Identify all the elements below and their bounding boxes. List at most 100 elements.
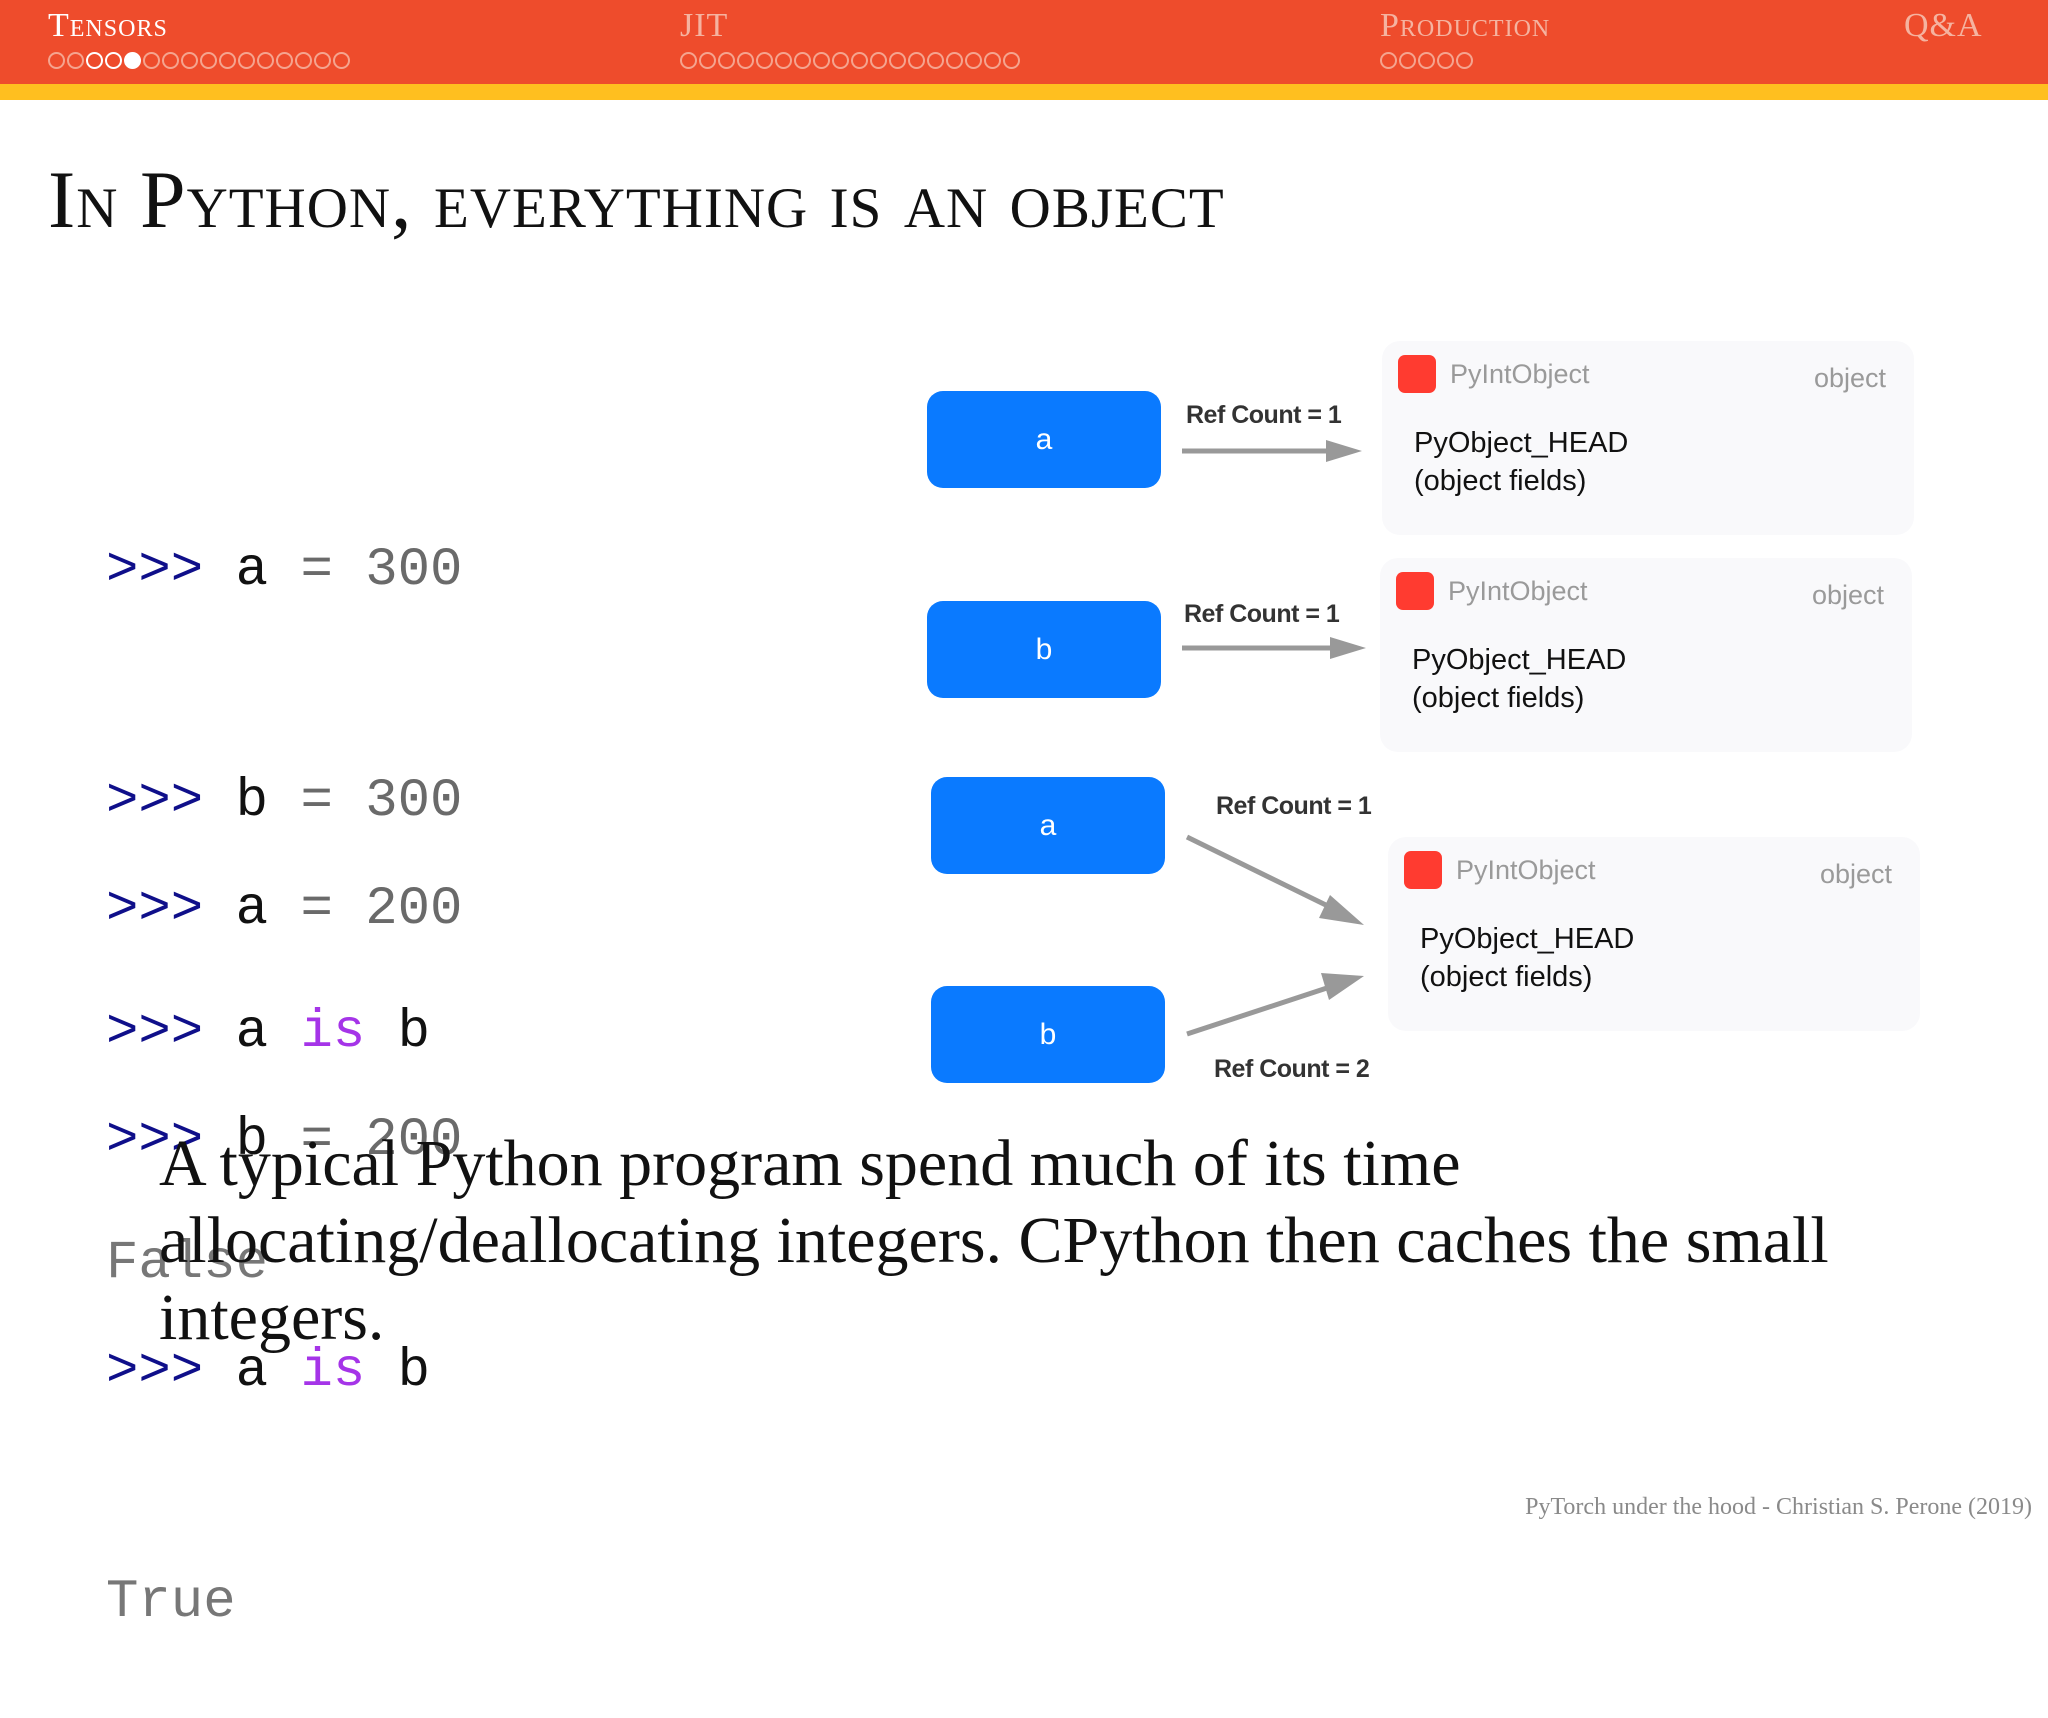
slide-dot[interactable] [67, 52, 84, 69]
slide-dot[interactable] [889, 52, 906, 69]
slide-dot[interactable] [219, 52, 236, 69]
nav-section-production[interactable]: Production [1380, 6, 1550, 69]
slide-dot[interactable] [965, 52, 982, 69]
slide-dot[interactable] [756, 52, 773, 69]
slide-dot[interactable] [984, 52, 1001, 69]
code-identifier: a [235, 879, 269, 940]
object-type-label: PyIntObject [1450, 359, 1590, 389]
slide-footer: PyTorch under the hood - Christian S. Pe… [1525, 1494, 2032, 1520]
code-block-300: >>> a = 300 >>> b = 300 >>> a is b False [106, 378, 462, 1379]
slide-dot[interactable] [295, 52, 312, 69]
header-accent-bar [0, 84, 2048, 100]
slide-dot[interactable] [1456, 52, 1473, 69]
slide-dot[interactable] [699, 52, 716, 69]
ref-count-label: Ref Count = 1 [1186, 401, 1342, 429]
object-type-label: PyIntObject [1456, 855, 1596, 885]
slide-body-text: A typical Python program spend much of i… [159, 1127, 1829, 1354]
object-header-field: PyObject_HEAD [1414, 427, 1629, 459]
code-output: False [106, 1233, 269, 1294]
code-line: >>> a = 200 [106, 871, 462, 948]
object-fields: (object fields) [1412, 682, 1585, 714]
repl-prompt: >>> [106, 771, 204, 832]
variable-box-b: b [931, 986, 1165, 1083]
slide-dot[interactable] [775, 52, 792, 69]
code-block-200: >>> a = 200 >>> b = 200 >>> a is b True [106, 717, 462, 1718]
repl-prompt: >>> [106, 1002, 204, 1063]
slide-dot[interactable] [333, 52, 350, 69]
nav-section-label: JIT [680, 7, 729, 44]
slide-dot[interactable] [908, 52, 925, 69]
slide-dot[interactable] [1380, 52, 1397, 69]
arrow-icon [1186, 973, 1364, 1037]
pyintobject-card-shared: PyIntObject object PyObject_HEAD (object… [1388, 837, 1920, 1031]
object-header-field: PyObject_HEAD [1420, 923, 1635, 955]
object-header-field: PyObject_HEAD [1412, 644, 1627, 676]
arrow-icon [1185, 834, 1364, 925]
code-number: 300 [365, 540, 463, 601]
code-line: >>> b = 200 [106, 1102, 462, 1179]
slide-dot[interactable] [124, 52, 141, 69]
slide-dot[interactable] [1418, 52, 1435, 69]
object-kind-label: object [1813, 363, 1886, 393]
slide-dot[interactable] [200, 52, 217, 69]
slide-dots [48, 52, 350, 69]
code-operator: = [300, 1110, 333, 1171]
code-operator: = [300, 771, 333, 832]
slide-dot[interactable] [162, 52, 179, 69]
slide-dot[interactable] [105, 52, 122, 69]
slide-dot[interactable] [718, 52, 735, 69]
slide-dot[interactable] [48, 52, 65, 69]
slide-dot[interactable] [314, 52, 331, 69]
code-number: 200 [365, 879, 463, 940]
object-type-marker-icon [1398, 355, 1436, 393]
nav-section-jit[interactable]: JIT [680, 6, 1020, 69]
variable-box-a: a [927, 391, 1161, 488]
nav-section-label: Tensors [48, 7, 168, 44]
slide-dot[interactable] [1437, 52, 1454, 69]
slide-dot[interactable] [680, 52, 697, 69]
slide-dot[interactable] [832, 52, 849, 69]
slide-dots [1380, 52, 1550, 69]
variable-box-a: a [931, 777, 1165, 874]
code-identifier: b [397, 1341, 431, 1402]
code-line: >>> a = 300 [106, 532, 462, 609]
object-kind-label: object [1819, 859, 1892, 889]
slide-dot[interactable] [813, 52, 830, 69]
slide-dot[interactable] [851, 52, 868, 69]
slide-dot[interactable] [86, 52, 103, 69]
slide-dot[interactable] [946, 52, 963, 69]
nav-section-qa[interactable]: Q&A [1904, 6, 1983, 46]
slide-dot[interactable] [737, 52, 754, 69]
code-output: True [106, 1572, 236, 1633]
slide-dot[interactable] [927, 52, 944, 69]
object-kind-label: object [1811, 580, 1884, 610]
ref-count-label: Ref Count = 1 [1216, 792, 1372, 820]
code-identifier: b [235, 771, 269, 832]
pyintobject-card: PyIntObject object PyObject_HEAD (object… [1380, 558, 1912, 752]
slide-dots [680, 52, 1020, 69]
slide-title: In Python, everything is an object [48, 154, 1225, 245]
slide-dot[interactable] [870, 52, 887, 69]
object-fields: (object fields) [1420, 961, 1593, 993]
object-type-marker-icon [1404, 851, 1442, 889]
code-operator: = [300, 540, 333, 601]
nav-section-tensors[interactable]: Tensors [48, 6, 350, 69]
section-navigation-bar [0, 0, 2048, 84]
slide-dot[interactable] [238, 52, 255, 69]
slide-dot[interactable] [794, 52, 811, 69]
ref-count-label: Ref Count = 2 [1214, 1055, 1370, 1083]
variable-box-b: b [927, 601, 1161, 698]
slide-dot[interactable] [143, 52, 160, 69]
slide-dot[interactable] [276, 52, 293, 69]
slide-dot[interactable] [1399, 52, 1416, 69]
code-identifier: b [235, 1110, 269, 1171]
slide-dot[interactable] [1003, 52, 1020, 69]
repl-prompt: >>> [106, 540, 204, 601]
slide-dot[interactable] [181, 52, 198, 69]
pyintobject-card: PyIntObject object PyObject_HEAD (object… [1382, 341, 1914, 535]
object-type-marker-icon [1396, 572, 1434, 610]
code-identifier: a [235, 540, 269, 601]
nav-section-label: Q&A [1904, 7, 1983, 44]
slide-dot[interactable] [257, 52, 274, 69]
code-line: >>> a is b [106, 994, 462, 1071]
